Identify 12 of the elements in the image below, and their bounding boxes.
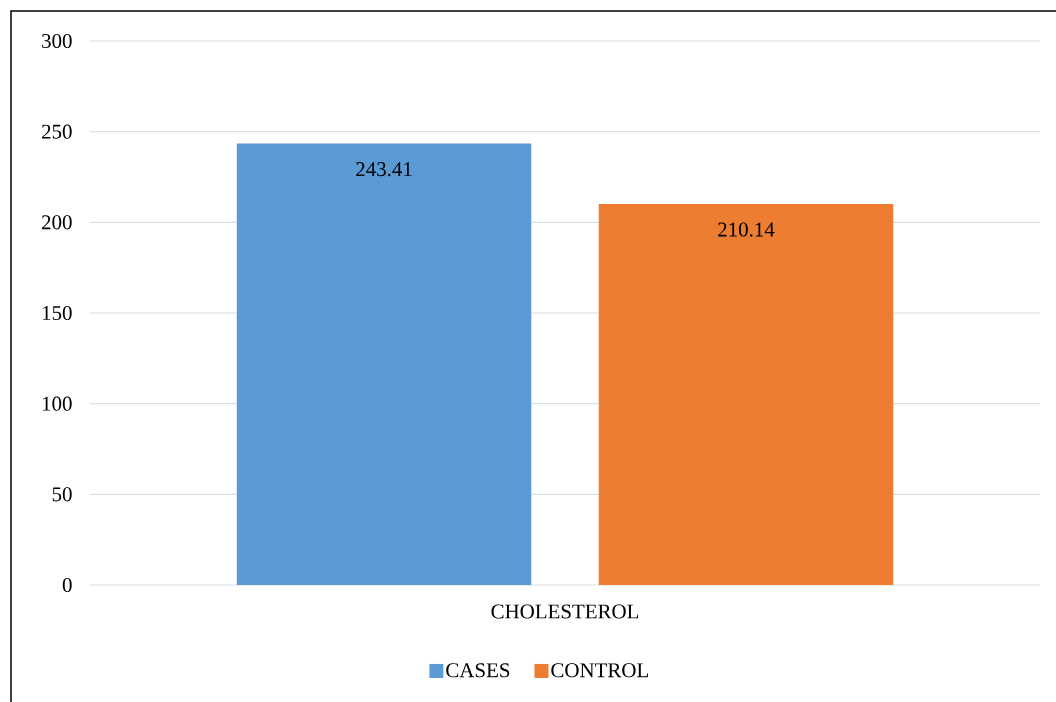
legend-label: CASES [446,663,510,678]
y-tick-label: 100 [42,396,72,411]
x-tick-label: CHOLESTEROL [491,604,639,619]
data-label: 210.14 [718,222,775,237]
y-tick-label: 200 [42,215,72,230]
y-tick-label: 250 [42,124,72,139]
y-tick-label: 50 [52,487,72,502]
y-tick-label: 0 [62,577,72,593]
data-label: 243.41 [356,162,412,177]
y-tick-label: 150 [42,305,72,321]
legend-label: CONTROL [551,663,648,678]
y-tick-label: 300 [42,33,72,49]
